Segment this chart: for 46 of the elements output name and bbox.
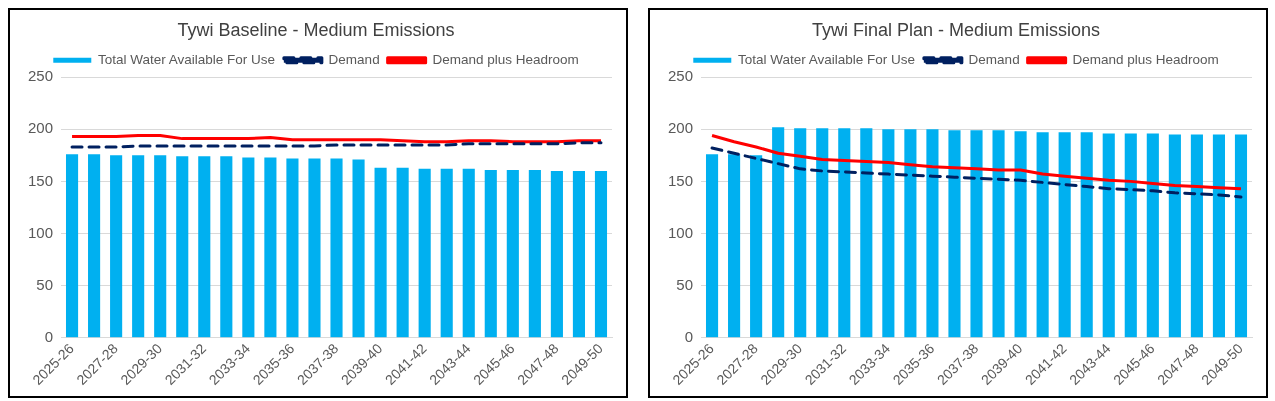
y-tick-label: 250 xyxy=(668,67,694,85)
bar xyxy=(1058,132,1071,338)
bar xyxy=(1014,131,1027,338)
y-tick-label: 150 xyxy=(28,171,54,189)
bar xyxy=(860,128,873,338)
y-tick-label: 100 xyxy=(668,223,694,241)
bar xyxy=(728,154,741,338)
bar xyxy=(705,154,719,338)
bar xyxy=(838,128,851,338)
bar xyxy=(1036,132,1049,338)
bar xyxy=(750,155,763,338)
bar xyxy=(794,128,807,338)
legend-label: Demand plus Headroom xyxy=(1072,52,1219,68)
bar xyxy=(992,130,1005,338)
bar xyxy=(926,129,939,338)
bar xyxy=(948,130,961,338)
bar xyxy=(1124,133,1137,338)
y-tick-label: 200 xyxy=(668,119,694,137)
y-tick-label: 0 xyxy=(684,327,694,345)
bar xyxy=(970,130,983,338)
legend-label: Demand xyxy=(328,52,380,68)
chart-title: Tywi Final Plan - Medium Emissions xyxy=(811,19,1101,40)
legend-label: Demand plus Headroom xyxy=(432,52,579,68)
bar xyxy=(816,128,829,338)
y-tick-label: 150 xyxy=(668,171,694,189)
bar xyxy=(1168,134,1181,338)
y-tick-label: 50 xyxy=(676,275,694,293)
chart-title: Tywi Baseline - Medium Emissions xyxy=(177,19,455,40)
bar xyxy=(882,129,895,338)
y-tick-label: 250 xyxy=(28,67,54,85)
y-tick-label: 100 xyxy=(28,223,54,241)
line-series xyxy=(710,146,1243,199)
bar xyxy=(772,127,785,338)
bar xyxy=(1212,134,1225,338)
bar xyxy=(1102,133,1115,338)
y-tick-label: 0 xyxy=(44,327,54,345)
legend-label: Total Water Available For Use xyxy=(738,52,916,68)
bar xyxy=(1080,132,1093,338)
bar xyxy=(1190,134,1203,338)
y-tick-label: 200 xyxy=(28,119,54,137)
bar xyxy=(1234,134,1248,338)
legend-label: Demand xyxy=(968,52,1020,68)
bar xyxy=(904,129,917,338)
y-tick-label: 50 xyxy=(36,275,54,293)
legend-label: Total Water Available For Use xyxy=(98,52,276,68)
bar xyxy=(1146,133,1159,338)
